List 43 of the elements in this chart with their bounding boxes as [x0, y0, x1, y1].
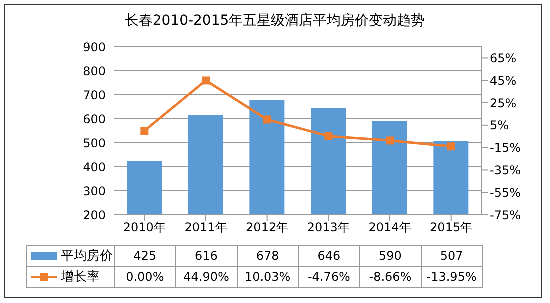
x-tick-label: 2014年 — [368, 220, 412, 235]
data-label: 678 — [236, 245, 299, 267]
chart-title: 长春2010-2015年五星级酒店平均房价变动趋势 — [124, 12, 426, 30]
data-label: 507 — [420, 245, 483, 267]
y2-tick-label: 5% — [490, 118, 510, 133]
data-label: 590 — [359, 245, 422, 267]
data-label: 10.03% — [236, 266, 299, 288]
x-tick-label: 2011年 — [184, 220, 228, 235]
data-label: -4.76% — [298, 266, 360, 288]
data-label: 44.90% — [175, 266, 238, 288]
point — [140, 127, 149, 135]
point — [324, 132, 333, 140]
x-tick-label: 2013年 — [307, 220, 350, 235]
data-label: 646 — [298, 245, 360, 267]
data-label: 0.00% — [114, 266, 176, 288]
y-tick-label: 600 — [83, 112, 106, 126]
y-tick-label: 500 — [83, 136, 106, 150]
y-tick-label: 400 — [83, 160, 106, 174]
point — [202, 76, 210, 85]
y2-tick-label: 25% — [490, 96, 517, 110]
y2-tick-label: -15% — [490, 141, 522, 156]
point — [263, 116, 272, 124]
y2-tick-label: -75% — [490, 208, 522, 222]
point — [447, 142, 456, 151]
y-tick-label: 800 — [83, 64, 106, 78]
data-label: -13.95% — [420, 266, 483, 288]
y-tick-label: 200 — [83, 208, 106, 222]
x-tick-label: 2010年 — [123, 220, 166, 235]
data-label: -8.66% — [359, 266, 422, 288]
y2-tick-label: -35% — [490, 163, 522, 178]
y-tick-label: 300 — [83, 184, 106, 198]
data-label: 425 — [114, 245, 176, 267]
data-label: 616 — [175, 245, 238, 267]
x-tick-label: 2015年 — [430, 220, 473, 235]
y2-tick-label: -55% — [490, 186, 522, 200]
legend-label: 增长率 — [61, 269, 100, 286]
y-tick-label: 700 — [83, 88, 106, 102]
y-tick-label: 900 — [83, 40, 106, 54]
y2-tick-label: 45% — [490, 74, 517, 88]
legend-label: 平均房价 — [61, 248, 113, 265]
x-tick-label: 2012年 — [246, 220, 289, 235]
y2-tick-label: 65% — [490, 51, 517, 66]
point — [386, 136, 394, 145]
